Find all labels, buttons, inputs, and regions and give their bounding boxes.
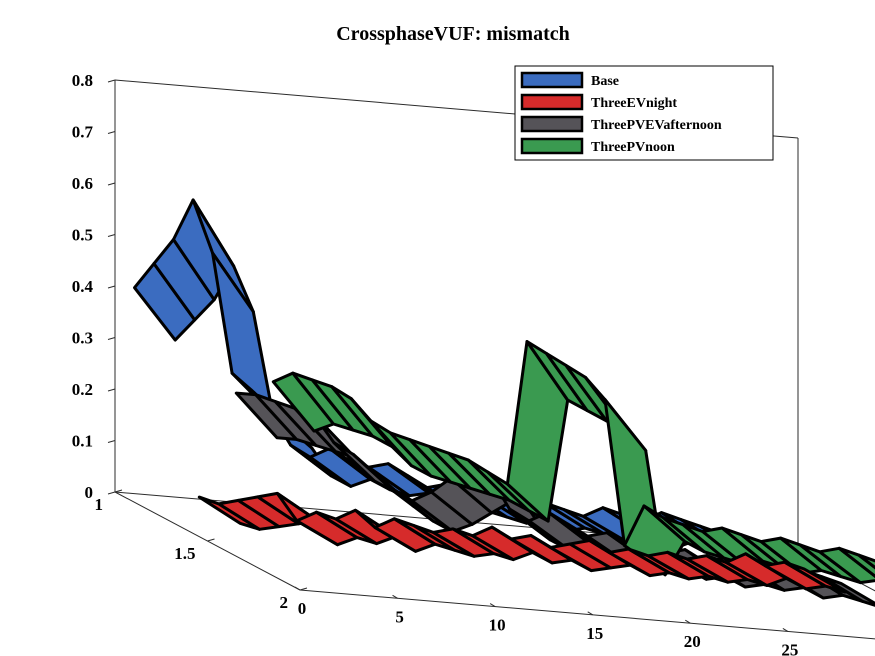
surface-patch-threeevnight-30 bbox=[783, 560, 847, 594]
y-tick-mark bbox=[114, 489, 123, 493]
z-tick-label: 0 bbox=[85, 483, 94, 502]
x-tick-mark bbox=[587, 611, 593, 616]
axis-ticks: 0510152025303511.5200.10.20.30.40.50.60.… bbox=[72, 71, 799, 656]
legend-label: ThreePVEVafternoon bbox=[591, 118, 722, 133]
x-tick-label: 10 bbox=[489, 616, 506, 635]
z-tick-label: 0.2 bbox=[72, 380, 93, 399]
surface-patch-threepvnoon-28 bbox=[818, 546, 875, 585]
z-tick-mark bbox=[107, 182, 116, 186]
ribbon-surfaces bbox=[133, 198, 875, 607]
x-tick-label: 15 bbox=[586, 624, 603, 643]
z-tick-mark bbox=[107, 388, 116, 392]
z-tick-mark bbox=[107, 440, 116, 443]
legend-swatch bbox=[520, 71, 584, 89]
z-tick-label: 0.5 bbox=[72, 226, 93, 245]
z-tick-label: 0.1 bbox=[72, 432, 93, 451]
z-tick-label: 0.7 bbox=[72, 123, 94, 142]
chart-title: CrossphaseVUF: mismatch bbox=[336, 23, 570, 45]
surface-patch-threepvnoon-29 bbox=[837, 546, 875, 578]
surface-patch-base-4 bbox=[211, 251, 275, 416]
surface-patch-threepvevafternoon-30 bbox=[820, 575, 875, 607]
z-tick-label: 0.3 bbox=[72, 329, 93, 348]
x-tick-mark bbox=[392, 594, 398, 599]
y-tick-mark bbox=[299, 587, 308, 591]
x-tick-mark bbox=[782, 627, 789, 632]
legend: Base ThreeEVnight ThreePVEVafternoon ThreeP… bbox=[514, 65, 774, 161]
legend-swatch bbox=[520, 93, 584, 111]
legend-swatch bbox=[520, 137, 584, 155]
y-tick-label: 1.5 bbox=[174, 544, 195, 563]
x-tick-mark bbox=[685, 619, 691, 624]
z-tick-mark bbox=[107, 79, 116, 83]
y-tick-label: 1 bbox=[95, 495, 104, 514]
legend-swatch bbox=[520, 115, 584, 133]
z-tick-mark bbox=[107, 131, 116, 134]
z-tick-mark bbox=[107, 491, 116, 495]
x-tick-label: 20 bbox=[684, 632, 701, 651]
z-tick-label: 0.6 bbox=[72, 174, 93, 193]
surface-patch-threepvnoon-30 bbox=[857, 553, 875, 570]
legend-label: Base bbox=[591, 74, 619, 89]
x-tick-label: 0 bbox=[298, 599, 307, 618]
z-tick-mark bbox=[107, 234, 116, 237]
legend-label: ThreeEVnight bbox=[591, 96, 677, 111]
x-tick-label: 25 bbox=[781, 640, 798, 656]
y-tick-label: 2 bbox=[280, 593, 289, 612]
z-tick-mark bbox=[107, 337, 116, 340]
y-tick-mark bbox=[207, 538, 215, 542]
z-tick-mark bbox=[107, 285, 116, 289]
z-tick-label: 0.4 bbox=[72, 277, 94, 296]
legend-label: ThreePVnoon bbox=[591, 140, 675, 155]
x-tick-label: 5 bbox=[395, 607, 404, 626]
axis-line-5 bbox=[299, 589, 875, 640]
z-tick-label: 0.8 bbox=[72, 71, 93, 90]
x-tick-mark bbox=[489, 603, 496, 608]
x-tick-mark bbox=[294, 586, 301, 591]
